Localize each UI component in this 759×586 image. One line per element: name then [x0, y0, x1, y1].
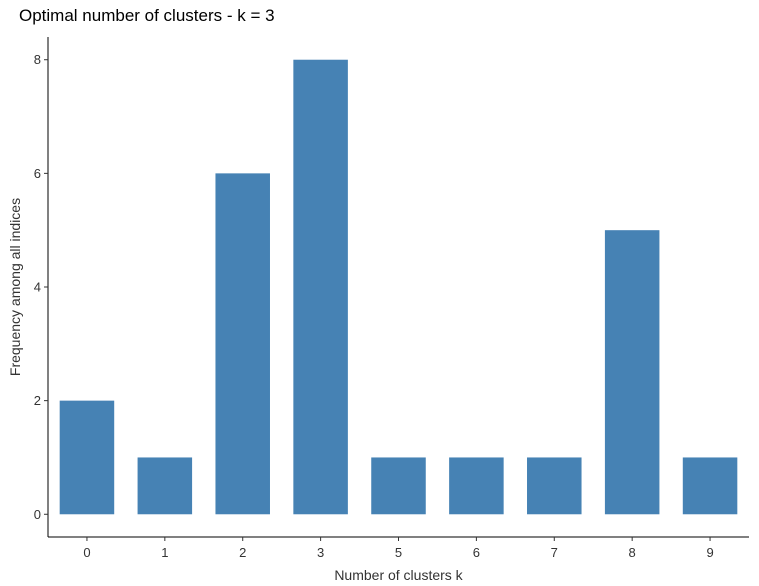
bar-0 [59, 400, 115, 515]
y-tick-label-8: 8 [34, 52, 41, 67]
x-tick-label-7: 7 [551, 545, 558, 560]
x-tick-label-3: 3 [317, 545, 324, 560]
y-ticks-group: 0 2 4 6 8 [34, 52, 48, 522]
bar-9 [682, 457, 738, 515]
y-tick-label-2: 2 [34, 393, 41, 408]
x-tick-label-5: 5 [395, 545, 402, 560]
bar-2 [215, 173, 270, 515]
x-axis-title: Number of clusters k [334, 567, 463, 583]
y-tick-label-0: 0 [34, 507, 41, 522]
x-tick-label-9: 9 [706, 545, 713, 560]
y-tick-label-6: 6 [34, 166, 41, 181]
bars-group [59, 59, 738, 515]
y-axis-title: Frequency among all indices [7, 198, 23, 376]
bar-1 [137, 457, 193, 515]
bar-3 [293, 59, 348, 515]
bar-5 [371, 457, 426, 515]
bar-8 [604, 230, 660, 515]
bar-6 [449, 457, 504, 515]
x-tick-label-6: 6 [473, 545, 480, 560]
bar-7 [527, 457, 582, 515]
x-tick-label-1: 1 [161, 545, 168, 560]
x-tick-label-0: 0 [83, 545, 90, 560]
chart-title: Optimal number of clusters - k = 3 [19, 6, 275, 25]
x-tick-label-2: 2 [239, 545, 246, 560]
x-tick-label-8: 8 [629, 545, 636, 560]
x-ticks-group: 0 1 2 3 5 6 7 8 9 [83, 537, 714, 560]
y-tick-label-4: 4 [34, 280, 41, 295]
